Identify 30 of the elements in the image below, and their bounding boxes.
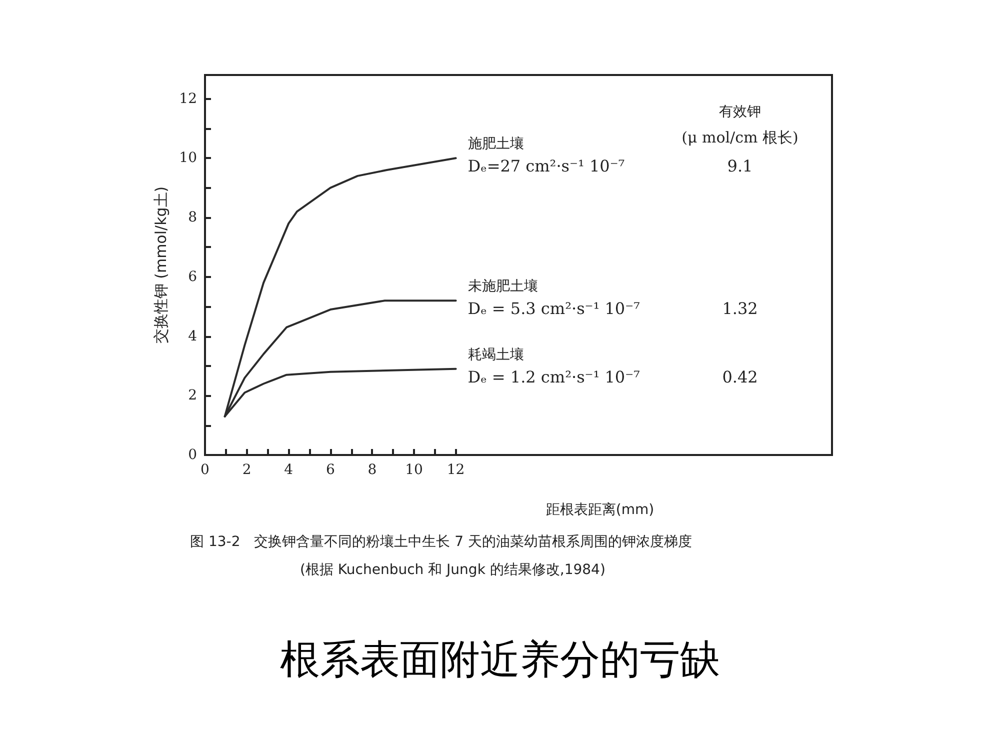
x-tick-label: 10 (405, 462, 423, 478)
annotation: 9.1 (727, 156, 753, 176)
annotation: Dₑ=27 cm²·s⁻¹ 10⁻⁷ (468, 156, 625, 176)
annotation: 有效钾 (719, 104, 761, 120)
x-axis-title: 距根表距离(mm) (546, 502, 654, 518)
y-tick-label: 4 (188, 328, 198, 344)
annotation: Dₑ = 1.2 cm²·s⁻¹ 10⁻⁷ (468, 367, 640, 386)
x-tick-label: 12 (446, 462, 465, 478)
x-tick-label: 0 (200, 462, 210, 478)
x-tick-label: 6 (326, 462, 335, 478)
y-tick-label: 12 (179, 90, 197, 107)
y-tick-label: 0 (188, 447, 197, 463)
text: (根据 Kuchenbuch 和 Jungk 的结果修改,1984) (300, 562, 606, 578)
x-tick-label: 4 (284, 462, 294, 478)
annotation: 1.32 (722, 299, 758, 318)
series-label: 未施肥土壤 (468, 278, 538, 295)
caption: 图 13-2 交换钾含量不同的粉壤土中生长 7 天的油菜幼苗根系周围的钾浓度梯度 (190, 534, 692, 550)
annotation: (μ mol/cm 根长) (682, 128, 798, 146)
y-axis-title: 交换性钾 (mmol/kg土) (152, 186, 170, 344)
annotation: Dₑ = 5.3 cm²·s⁻¹ 10⁻⁷ (468, 299, 640, 318)
y-tick-label: 10 (179, 150, 197, 166)
x-tick-label: 2 (242, 462, 252, 478)
series-label: 施肥土壤 (468, 136, 524, 152)
y-tick-label: 8 (188, 210, 197, 226)
series-label: 耗竭土壤 (468, 346, 524, 363)
text: 根系表面附近养分的亏缺 (280, 637, 720, 683)
annotation: 0.42 (722, 367, 758, 386)
y-tick-label: 2 (188, 388, 197, 404)
x-tick-label: 8 (368, 462, 377, 478)
y-tick-label: 6 (188, 268, 198, 285)
